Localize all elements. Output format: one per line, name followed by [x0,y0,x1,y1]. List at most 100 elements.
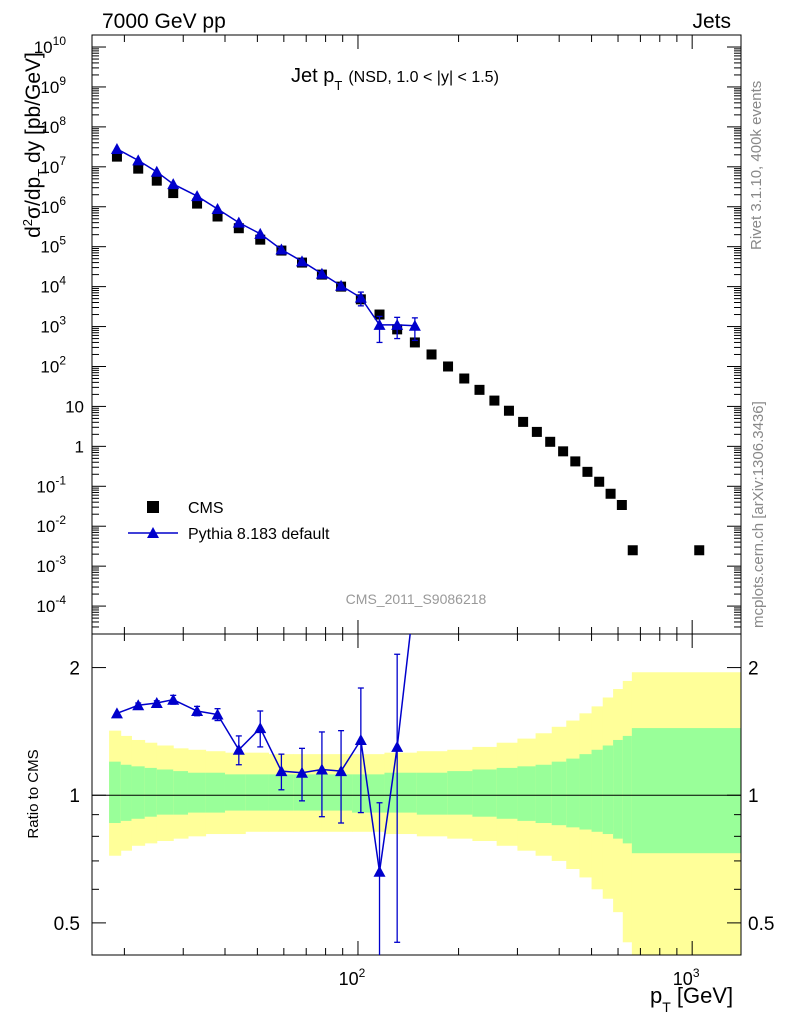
pythia-point [167,178,180,190]
cms-point [694,545,705,556]
y-tick-label-exp: 9 [59,74,66,88]
side-label-bottom: mcplots.cern.ch [arXiv:1306.3436] [750,401,767,628]
cms-point [212,211,223,222]
y-tick-label-exp: -1 [55,473,66,487]
ratio-point [391,740,404,752]
ratio-y-tick-label-left: 1 [69,786,80,807]
ratio-y-tick-label-left: 0.5 [54,914,80,935]
pythia-point [211,202,224,214]
ratio-point [373,865,386,877]
pythia-point [254,227,267,239]
ratio-ylabel: Ratio to CMS [25,749,42,838]
inner-band-bin [613,739,624,839]
inner-band-bin [156,769,174,815]
axes-ticks [91,34,742,956]
main-frame [91,34,742,635]
pythia-point [315,267,328,279]
inner-band-bin [447,771,473,815]
cms-point [545,436,556,447]
cms-point [503,405,514,416]
inner-band-bin [517,766,537,821]
data-series [110,142,705,955]
y-tick-label-exp: -2 [55,513,66,527]
cms-point [459,373,470,384]
pythia-point [232,216,245,228]
pythia-point [110,142,123,154]
cms-point [518,416,529,427]
x-tick-label-exp: 3 [693,966,700,980]
y-tick-label-exp: 7 [59,154,66,168]
ratio-point [132,699,145,711]
legend-pythia-marker [147,527,159,538]
cms-point [443,361,454,372]
pythia-point [408,319,421,331]
cms-point [605,488,616,499]
y-tick-label: 104 [40,274,66,297]
inner-band-bin [535,764,553,824]
inner-band-bin [144,767,158,817]
inner-band-bin [551,761,567,826]
ratio-point [232,743,245,755]
ratio-y-tick-label-right: 0.5 [748,914,774,935]
svg-text:Rivet 3.1.10, 400k events: Rivet 3.1.10, 400k events [748,81,765,250]
pythia-point [132,154,145,166]
y-tick-label-exp: 5 [59,234,66,248]
y-tick-label-exp: 8 [59,114,66,128]
inner-band-bin [602,745,614,835]
inner-band-bin [109,761,122,824]
ratio-y-tick-label-left: 2 [69,659,80,680]
x-axis-title: pT [GeV] [650,983,733,1015]
pythia-point [191,190,204,202]
header-right: Jets [692,10,731,33]
inner-band-bin [131,766,146,819]
ratio-uncertainty-bands [92,672,742,955]
y-tick-label: 102 [40,353,66,376]
inner-band-bin [293,774,323,811]
cms-point [627,545,638,556]
cms-point [374,309,385,320]
inner-band-bin [224,774,246,811]
chart-title-sub: T [334,78,342,93]
chart-title-extra: (NSD, 1.0 < |y| < 1.5) [348,69,499,86]
inner-band-bin [321,774,353,811]
y-tick-label-exp: 10 [53,34,67,48]
inner-band-bin [245,774,270,811]
pythia-point [275,243,288,255]
y-tick-label-exp: 2 [59,353,66,367]
pythia-line [116,148,415,327]
side-label-top: Rivet 3.1.10, 400k events [748,81,765,250]
cms-point [531,426,542,437]
inner-band-bin [622,735,633,844]
legend-pythia-label: Pythia 8.183 default [188,526,330,543]
cms-point [151,175,162,186]
ratio-line [116,633,411,872]
cms-point [558,446,569,457]
inner-band-bin [579,754,593,830]
y-tick-label: 10-3 [36,553,66,576]
cms-point [426,349,437,360]
cms-point [594,476,605,487]
ratio-axis-title: Ratio to CMS [25,749,42,838]
ratio-point [296,766,309,778]
ratio-point [110,707,123,719]
legend-cms-marker [147,501,159,513]
cms-point [192,198,203,209]
cms-point [255,234,266,245]
inner-band-bin [496,767,518,819]
legend: CMS Pythia 8.183 default [128,500,330,543]
x-tick-label: 102 [339,966,366,989]
svg-text:mcplots.cern.ch [arXiv:1306.34: mcplots.cern.ch [arXiv:1306.3436] [750,401,767,628]
cms-point [582,466,593,477]
ratio-point [167,693,180,705]
cms-point [489,395,500,406]
pythia-point [335,279,348,291]
y-tick-label: 10-2 [36,513,66,536]
cms-point [570,456,581,467]
cms-point [474,384,485,395]
y-tick-label: 103 [40,314,66,337]
watermark: CMS_2011_S9086218 [346,591,487,607]
pythia-point [150,165,163,177]
y-tick-label-exp: 3 [59,314,66,328]
inner-band-bin [120,764,132,821]
y-tick-label: 10-4 [36,593,66,616]
